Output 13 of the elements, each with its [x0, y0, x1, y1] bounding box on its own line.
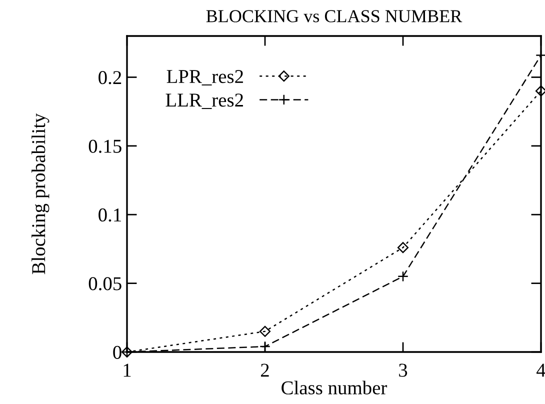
legend-label: LPR_res2: [166, 70, 243, 86]
legend-label: LLR_res2: [166, 94, 243, 110]
x-tick-label: 1: [124, 364, 131, 377]
y-tick-label: 0.05: [88, 277, 122, 290]
x-axis-title: Class number: [282, 380, 388, 394]
y-tick-label: 0.1: [98, 208, 121, 222]
y-axis-title: Blocking probability: [32, 113, 50, 274]
y-tick-label: 0.15: [88, 140, 122, 153]
chart-title: BLOCKING vs CLASS NUMBER: [206, 10, 462, 22]
y-tick-label: 0.2: [98, 71, 122, 84]
y-tick-label: 0: [113, 346, 122, 359]
x-tick-label: 3: [399, 364, 408, 377]
x-tick-label: 2: [260, 364, 269, 377]
